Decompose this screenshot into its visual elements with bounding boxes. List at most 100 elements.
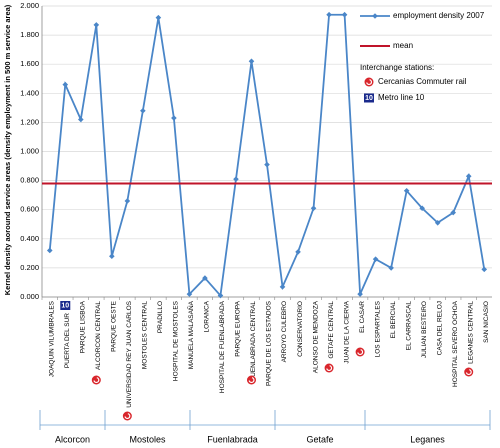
point <box>357 291 363 297</box>
metro-icon-text: 10 <box>365 95 373 102</box>
point <box>326 11 332 18</box>
legend-swatch <box>372 13 378 19</box>
cercanias-icon <box>465 369 472 376</box>
point <box>62 81 69 88</box>
x-tick-label: ALCORCON CENTRAL <box>95 301 102 370</box>
metro-icon <box>60 301 71 310</box>
x-tick-label: HOSPITAL DE MOSTOLES <box>173 300 180 381</box>
x-tick-label: FUENLABRADA CENTRAL <box>250 301 257 381</box>
y-tick-label: 1.000 <box>20 146 39 155</box>
x-tick-label: HOSPITAL SEVERO OCHOA <box>452 300 459 387</box>
point <box>233 176 239 182</box>
x-tick-label: UNIVERSIDAD REY JUAN CARLOS <box>126 300 133 407</box>
x-tick-label: EL CASAR <box>359 301 366 333</box>
cercanias-icon <box>464 367 474 377</box>
point <box>140 107 146 114</box>
point <box>279 284 286 290</box>
x-tick-label: GETAFE CENTRAL <box>328 301 335 359</box>
y-axis-label: Kernel density aoround service areas (de… <box>3 4 12 295</box>
cercanias-icon <box>357 349 364 356</box>
y-tick-label: 2.000 <box>20 1 39 10</box>
x-tick-label: CONSERVATORIO <box>297 301 304 357</box>
x-tick-label: PRADILLO <box>157 301 164 333</box>
point <box>419 205 425 212</box>
point <box>155 14 162 21</box>
metro-icon-text: 10 <box>61 303 69 310</box>
cercanias-icon <box>124 413 131 420</box>
x-tick-label: ARROYO CULEBRO <box>281 301 288 362</box>
cercanias-icon <box>246 375 256 385</box>
x-tick-label: PARQUE DE LOS ESTADOS <box>266 300 273 386</box>
point <box>186 291 193 297</box>
point <box>124 198 131 204</box>
point <box>264 161 270 168</box>
legend-box <box>355 2 495 114</box>
cercanias-icon <box>248 377 255 384</box>
point <box>295 249 301 255</box>
x-tick-label: LORANCA <box>204 300 211 332</box>
point <box>403 187 410 194</box>
group-label: Alcorcon <box>55 434 90 444</box>
cercanias-icon <box>364 77 374 87</box>
point <box>93 22 100 28</box>
x-tick-label: PARQUE LISBOA <box>80 300 87 353</box>
point <box>481 266 488 273</box>
cercanias-icon <box>366 79 373 86</box>
legend-entry: Metro line 10 <box>378 93 425 102</box>
x-tick-label: PARQUE EUROPA <box>235 300 242 356</box>
x-tick-label: EL CARRASCAL <box>405 301 412 351</box>
y-tick-label: 0.800 <box>20 176 39 185</box>
cercanias-icon <box>93 377 100 384</box>
point <box>388 265 394 271</box>
cercanias-icon <box>324 363 334 373</box>
metro-icon <box>364 93 374 103</box>
y-tick-label: 1.200 <box>20 117 39 126</box>
legend-entry: mean <box>393 41 413 50</box>
point <box>202 275 208 281</box>
x-tick-label: MOSTOLES CENTRAL <box>142 301 149 370</box>
point <box>217 292 224 299</box>
y-tick-label: 0.200 <box>20 263 39 272</box>
x-tick-label: LEGANES CENTRAL <box>467 301 474 364</box>
point <box>77 116 84 123</box>
point <box>46 247 53 254</box>
point <box>248 58 255 65</box>
legend-entry: employment density 2007 <box>393 11 485 20</box>
cercanias-icon <box>91 375 101 385</box>
point <box>341 11 348 18</box>
x-tick-label: PUERTA DEL SUR <box>64 313 71 368</box>
y-tick-label: 0.600 <box>20 205 39 214</box>
x-tick-label: EL BERCIAL <box>390 301 397 339</box>
x-tick-label: LOS ESPARTALES <box>374 300 381 357</box>
group-label: Fuenlabrada <box>207 434 258 444</box>
x-tick-label: JULIAN BESTEIRO <box>421 301 428 358</box>
x-tick-label: SAN NICASIO <box>483 301 490 343</box>
cercanias-icon <box>355 347 365 357</box>
x-tick-label: PARQUE OESTE <box>111 300 118 351</box>
point <box>171 115 177 121</box>
x-tick-label: MANUELA MALASAÑA <box>186 300 195 369</box>
y-tick-label: 1.400 <box>20 88 39 97</box>
y-tick-label: 0.000 <box>20 292 39 301</box>
point <box>310 205 317 212</box>
x-tick-label: JUAN DE LA CIERVA <box>343 300 350 363</box>
cercanias-icon <box>326 365 333 372</box>
y-tick-label: 1.600 <box>20 59 39 68</box>
legend-entry: Cercanias Commuter rail <box>378 77 467 86</box>
group-label: Mostoles <box>129 434 166 444</box>
point <box>372 256 379 262</box>
group-label: Getafe <box>306 434 333 444</box>
x-tick-label: CASA DEL RELOJ <box>436 301 443 355</box>
x-tick-label: ALONSO DE MENDOZA <box>312 300 319 373</box>
x-tick-label: HOSPITAL DE FUENLABRADA <box>219 300 226 393</box>
point <box>109 253 115 260</box>
legend-title: Interchange stations: <box>360 63 434 72</box>
group-label: Leganes <box>410 434 445 444</box>
point <box>450 209 457 216</box>
x-tick-label: JOAQUIN VILUMBRALES <box>48 300 55 377</box>
y-tick-label: 1.800 <box>20 30 39 39</box>
cercanias-icon <box>122 411 132 421</box>
point <box>465 173 472 180</box>
y-tick-label: 0.400 <box>20 234 39 243</box>
